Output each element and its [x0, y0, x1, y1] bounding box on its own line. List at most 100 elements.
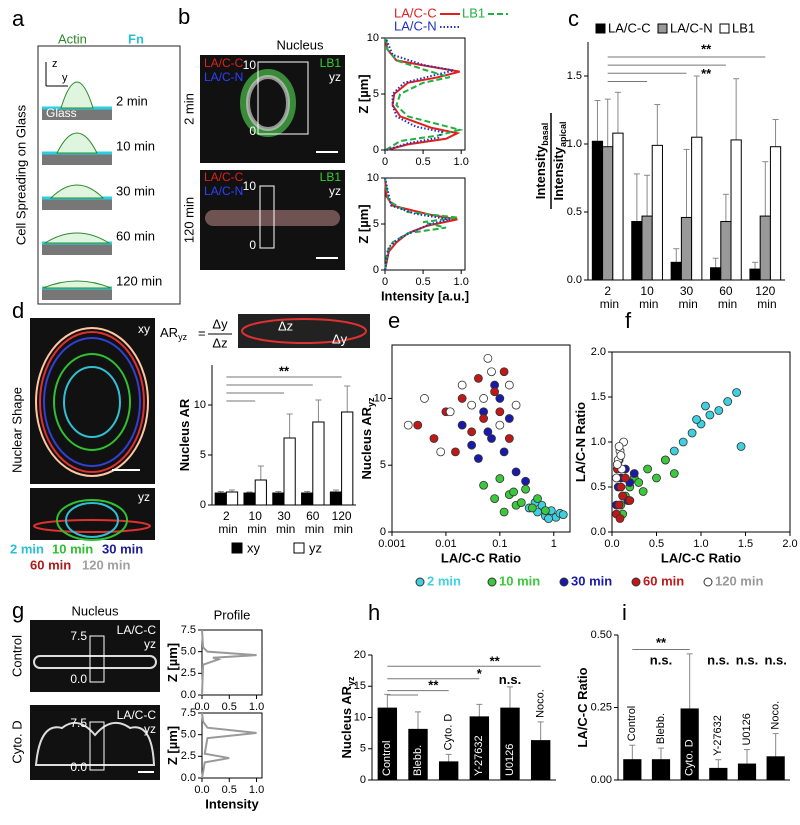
y-axis-label: Nucleus ARyz	[339, 676, 356, 758]
significance-label: **	[279, 363, 290, 378]
view-label: xy	[138, 322, 150, 336]
ar-formula: ARyz	[160, 325, 188, 342]
point	[483, 427, 493, 437]
plot-frame	[384, 177, 466, 271]
scale-top: 7.5	[70, 716, 87, 730]
y-tick-label: 0	[373, 264, 379, 276]
point	[620, 473, 630, 483]
y-tick-label: 0	[373, 144, 379, 156]
bar	[408, 728, 428, 781]
line	[384, 37, 461, 151]
point	[457, 420, 467, 430]
view-label: yz	[329, 184, 341, 198]
significance-label: n.s.	[499, 672, 521, 687]
point	[652, 473, 661, 483]
point	[511, 467, 521, 477]
x-tick-label: 30 min	[675, 284, 698, 311]
legend-label: LA/C-C	[394, 5, 437, 20]
point	[403, 420, 413, 430]
y-tick-label: 5	[373, 88, 379, 100]
line	[201, 629, 257, 696]
y-axis-label: Nucleus AR	[177, 398, 192, 471]
outline	[65, 502, 119, 538]
cell	[43, 232, 111, 244]
point	[490, 494, 500, 504]
point	[436, 447, 446, 457]
point	[451, 447, 460, 457]
view-label: yz	[329, 70, 341, 84]
outline	[53, 353, 131, 451]
y-tick-label: 2.5	[181, 667, 196, 679]
y-tick-label: 0.00	[591, 774, 612, 786]
bar	[329, 491, 343, 506]
bar	[691, 136, 703, 281]
y-tick-label: 5.0	[181, 729, 196, 741]
point	[701, 401, 710, 411]
scale-bottom: 0.0	[70, 760, 87, 774]
x-tick-label: 60 min	[301, 509, 324, 536]
time-label: 120 min	[116, 273, 162, 288]
bar	[759, 215, 771, 281]
bar	[720, 221, 732, 281]
point	[420, 394, 429, 403]
y-tick-label: 0.5	[591, 481, 606, 493]
point	[479, 480, 489, 490]
y-tick-label: 20	[354, 649, 366, 661]
legend-swatch	[595, 23, 606, 34]
bar	[283, 437, 296, 506]
scale-bottom: 0	[249, 124, 256, 138]
point	[457, 394, 467, 403]
y-axis-label: Z [µm]	[165, 726, 180, 765]
bar	[680, 216, 693, 281]
outline	[35, 327, 149, 477]
y-axis-label: LA/C-C Ratio	[575, 667, 590, 747]
legend-label: 60 min	[30, 557, 71, 572]
point	[612, 473, 621, 483]
y-tick-label: 0.0	[591, 526, 606, 538]
point	[499, 447, 509, 457]
point	[499, 507, 509, 517]
point	[638, 487, 648, 496]
bar	[651, 759, 671, 781]
point	[643, 464, 652, 474]
bar	[214, 492, 227, 506]
image	[30, 705, 160, 780]
point	[625, 496, 635, 505]
roi	[257, 61, 309, 135]
category-label: U0126	[504, 744, 516, 776]
y-tick-label: 1.5	[567, 70, 582, 82]
y-tick-label: 7.5	[181, 624, 196, 636]
scale-top: 10	[243, 179, 257, 193]
y-tick-label: 0	[360, 774, 366, 786]
category-label: Blebb.	[655, 713, 667, 744]
line	[384, 37, 464, 151]
point	[495, 420, 505, 430]
glass	[42, 198, 112, 210]
bar	[680, 708, 699, 781]
y-tick-label: 10	[367, 32, 379, 44]
legend-label: LA/C-N	[394, 18, 437, 33]
point	[634, 478, 644, 487]
x-tick-label: 1	[551, 538, 557, 550]
nucleus	[34, 721, 156, 766]
glass	[42, 288, 112, 300]
x-tick-label: 0	[382, 276, 388, 288]
ar-eq: =	[198, 325, 206, 340]
legend-marker	[415, 577, 425, 587]
row-label: 120 min	[181, 197, 196, 243]
plot-frame	[201, 712, 263, 779]
stain-label: LA/C-C	[204, 170, 244, 184]
significance-label: **	[428, 678, 439, 693]
scale-top: 10	[243, 58, 257, 72]
bar	[591, 140, 604, 281]
bar	[254, 479, 267, 506]
point	[612, 460, 622, 469]
legend-swatch	[657, 23, 668, 34]
point	[692, 415, 701, 424]
legend-label: 10 min	[52, 541, 93, 556]
bar	[641, 215, 653, 281]
row-label: Control	[9, 635, 24, 677]
point	[687, 428, 697, 438]
y-tick-label: 1.0	[567, 138, 582, 150]
legend-swatch	[293, 542, 305, 554]
